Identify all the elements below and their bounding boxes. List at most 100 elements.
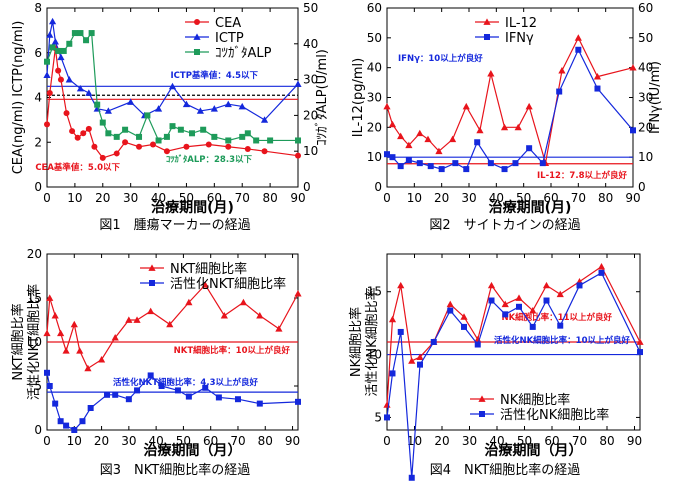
data-point <box>598 269 605 276</box>
data-point <box>210 105 218 112</box>
data-point <box>295 137 301 144</box>
y-axis-label-secondary: 活性化NK細胞比率 <box>364 287 380 396</box>
data-point <box>462 102 470 110</box>
x-tick-label: 0 <box>383 434 391 448</box>
data-point <box>76 347 84 354</box>
data-point <box>574 34 582 41</box>
data-point <box>543 297 550 304</box>
data-point <box>57 329 65 337</box>
y-tick-label: 4 <box>34 91 42 105</box>
data-point <box>83 37 90 44</box>
data-point <box>85 125 92 132</box>
data-point <box>80 130 87 137</box>
y-axis-label-secondary: 活性化NKT細胞比率 <box>26 284 42 400</box>
data-point <box>43 71 51 79</box>
y-tick-label: 15 <box>27 291 42 305</box>
y-right-tick-label: 20 <box>303 108 318 122</box>
y-tick-label: 20 <box>367 120 382 134</box>
fig2-chart: 0 10 20 30 40 50 60 70 80 90010203040506001020304… <box>351 1 663 233</box>
reference-line-label: ICTP基準値：4.5以下 <box>171 70 259 81</box>
data-point <box>576 282 583 289</box>
fig3-chart: 0 10 20 30 40 50 60 70 80 90 0 5 10 15 20 NKT細胞比率：10以上が… <box>10 247 302 478</box>
data-point <box>539 160 546 167</box>
legend-marker <box>483 18 491 25</box>
data-point <box>267 137 274 144</box>
data-point <box>70 320 78 328</box>
data-point <box>502 311 509 318</box>
data-point <box>501 166 508 173</box>
x-tick-label: 30 <box>462 434 477 448</box>
x-tick-label: 90 <box>627 434 642 448</box>
data-point <box>48 17 57 25</box>
data-point <box>79 418 86 425</box>
data-point <box>636 338 644 345</box>
data-point <box>196 107 204 114</box>
data-point <box>49 44 56 51</box>
x-tick-label: 30 <box>121 434 136 448</box>
y-tick-label: 15 <box>367 285 382 299</box>
data-point <box>62 347 70 354</box>
data-point <box>397 132 405 140</box>
data-point <box>122 126 129 133</box>
legend-label: ICTP <box>215 31 244 46</box>
reference-line-label: CEA基準値：5.0以下 <box>35 162 120 173</box>
data-point <box>438 166 445 173</box>
figure-caption: 図2 サイトカインの経過 <box>429 218 580 233</box>
data-point <box>154 105 163 112</box>
data-point <box>405 157 412 164</box>
reference-line-label: IL-12：7.8以上が良好 <box>537 170 627 181</box>
data-point <box>416 353 424 360</box>
data-point <box>44 58 50 65</box>
y-tick-label: 5 <box>374 410 382 424</box>
data-point <box>593 73 602 80</box>
data-point <box>134 387 141 394</box>
data-point <box>113 133 120 140</box>
y-tick-label: 10 <box>367 150 382 164</box>
data-point <box>94 101 101 108</box>
data-point <box>76 84 85 92</box>
data-point <box>44 369 50 376</box>
data-point <box>88 30 95 37</box>
data-point <box>388 315 397 323</box>
legend-marker <box>193 33 201 40</box>
y-right-tick-label: 0 <box>303 180 311 194</box>
x-tick-label: 80 <box>262 191 277 205</box>
data-point <box>405 141 413 149</box>
data-point <box>558 67 566 74</box>
data-point <box>71 427 78 433</box>
y-right-tick-label: 60 <box>638 1 653 15</box>
y-right-tick-label: 10 <box>638 150 653 164</box>
data-point <box>476 126 484 134</box>
data-point <box>71 30 78 37</box>
data-point <box>449 135 457 143</box>
data-point <box>202 384 209 391</box>
data-point <box>408 357 416 364</box>
figure-caption: 図1 腫瘍マーカーの経過 <box>99 217 250 233</box>
legend-label: 活性化NKT細胞比率 <box>170 276 286 292</box>
data-point <box>74 134 81 141</box>
data-point <box>104 391 111 398</box>
data-point <box>65 76 73 83</box>
data-point <box>147 307 155 315</box>
data-point <box>111 334 119 341</box>
data-point <box>149 141 156 148</box>
data-point <box>122 139 129 146</box>
legend-marker <box>194 49 200 55</box>
data-point <box>594 85 601 92</box>
y-right-axis-label: ｺﾂｶﾞﾀALP(U/ml) <box>315 49 330 146</box>
data-point <box>430 339 437 345</box>
data-point <box>163 148 170 155</box>
y-right-tick-label: 10 <box>303 144 318 158</box>
x-tick-label: 0 <box>383 191 391 205</box>
data-point <box>529 323 536 330</box>
data-point <box>417 361 423 368</box>
data-point <box>66 40 73 47</box>
reference-line-label: NKT細胞比率：10以上が良好 <box>174 345 291 356</box>
data-point <box>220 312 228 319</box>
legend-marker <box>149 280 155 286</box>
y-tick-label: 0 <box>374 180 382 194</box>
series-line-fig4-0 <box>386 265 641 405</box>
data-point <box>557 322 564 329</box>
data-point <box>256 400 263 407</box>
data-point <box>205 141 212 148</box>
